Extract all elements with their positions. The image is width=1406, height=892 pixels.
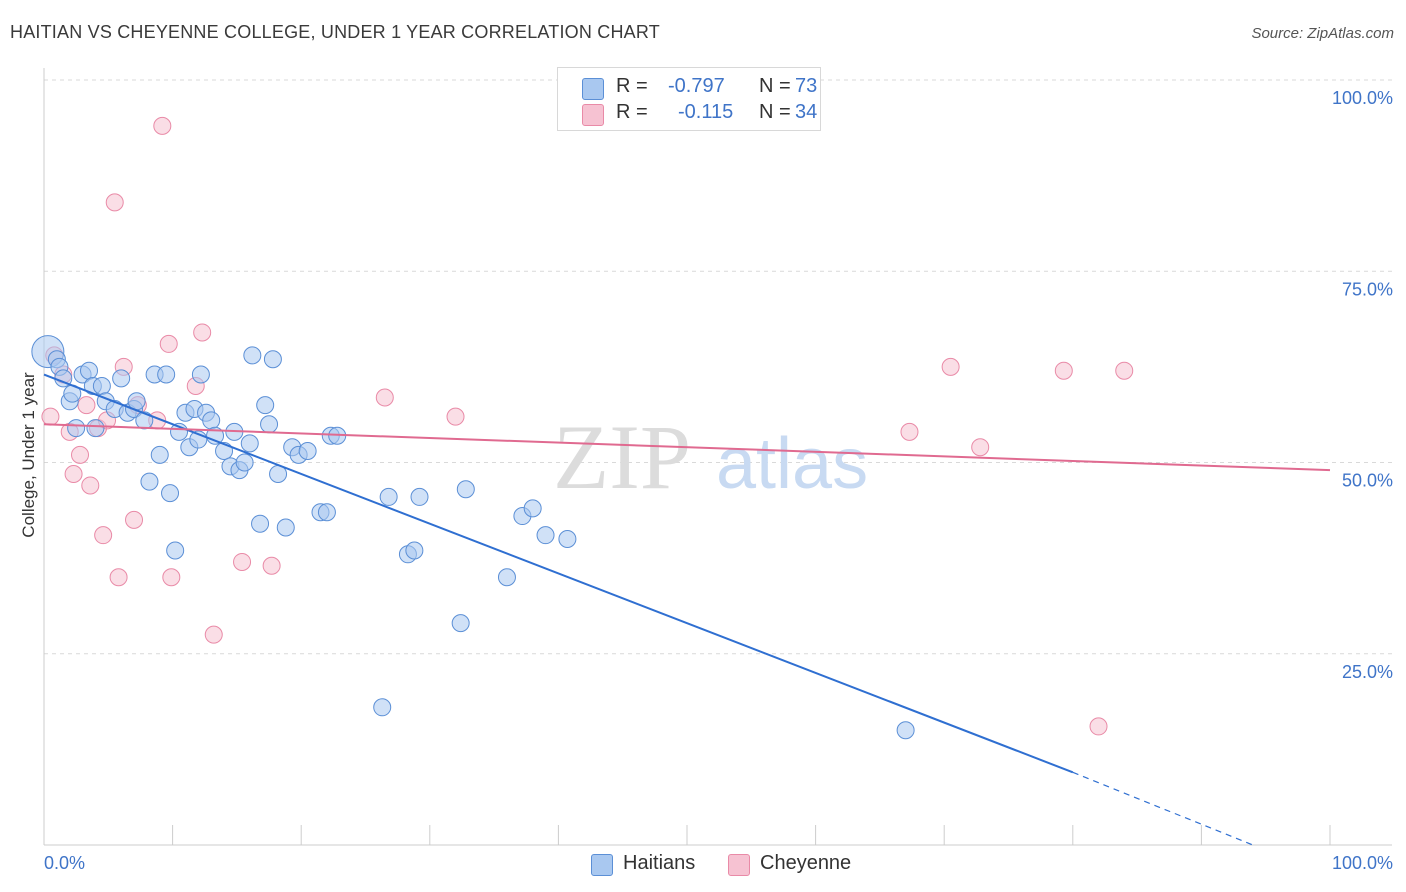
haitians-point <box>80 361 99 380</box>
haitians-point <box>140 472 159 491</box>
cheyenne-point <box>81 476 100 495</box>
x-tick-label: 100.0% <box>1332 853 1393 873</box>
cheyenne-point <box>1054 361 1073 380</box>
cheyenne-point <box>446 407 465 426</box>
cheyenne-point <box>941 357 960 376</box>
haitians-point <box>243 346 262 365</box>
legend-n-value: 73 <box>795 75 818 97</box>
legend-r-value: -0.115 <box>678 101 734 123</box>
y-tick-label: 75.0% <box>1342 279 1393 299</box>
legend-r-value: -0.797 <box>668 75 725 97</box>
haitians-point <box>161 484 180 503</box>
x-tick-label: 0.0% <box>44 853 85 873</box>
cheyenne-trend-line <box>43 423 1331 472</box>
correlation-legend: R = -0.797 N = 73 R = -0.115 N = 34 <box>557 67 821 131</box>
haitians-point <box>317 503 336 522</box>
haitians-points <box>31 335 915 740</box>
haitians-point <box>256 396 275 415</box>
cheyenne-swatch <box>728 854 750 876</box>
haitians-point <box>202 411 221 430</box>
legend-r-label: R = <box>616 75 648 97</box>
cheyenne-point <box>204 625 223 644</box>
haitians-point <box>235 453 254 472</box>
cheyenne-point <box>233 552 252 571</box>
trend-lines <box>43 373 1331 846</box>
source-label: Source: ZipAtlas.com <box>1251 25 1394 42</box>
cheyenne-point <box>105 193 124 212</box>
haitians-point <box>456 480 475 499</box>
haitians-point <box>523 499 542 518</box>
cheyenne-point <box>900 422 919 441</box>
haitians-point <box>276 518 295 537</box>
legend-r-label: R = <box>616 101 648 123</box>
legend-n-label: N = <box>759 101 791 123</box>
cheyenne-point <box>41 407 60 426</box>
haitians-point <box>410 487 429 506</box>
haitians-trend-line <box>43 373 1074 774</box>
haitians-point <box>451 614 470 633</box>
haitians-point <box>536 526 555 545</box>
watermark: ZIP atlas <box>553 406 868 508</box>
cheyenne-point <box>109 568 128 587</box>
cheyenne-point <box>125 510 144 529</box>
y-axis-title: College, Under 1 year <box>19 372 38 538</box>
haitians-point <box>112 369 131 388</box>
haitians-swatch <box>591 854 613 876</box>
haitians-point <box>86 419 105 438</box>
tick-labels: 100.0% 75.0% 50.0% 25.0% 0.0% 100.0% <box>44 88 1393 873</box>
legend-label-haitians: Haitians <box>623 852 696 874</box>
cheyenne-point <box>94 526 113 545</box>
haitians-point <box>896 721 915 740</box>
y-tick-label: 25.0% <box>1342 662 1393 682</box>
haitians-point <box>67 419 86 438</box>
haitians-point <box>135 411 154 430</box>
cheyenne-point <box>162 568 181 587</box>
haitians-point <box>373 698 392 717</box>
haitians-point <box>157 365 176 384</box>
cheyenne-point <box>153 116 172 135</box>
cheyenne-point <box>971 438 990 457</box>
haitians-point <box>251 514 270 533</box>
haitians-point <box>263 350 282 369</box>
watermark-zip: ZIP <box>553 406 691 508</box>
haitians-point <box>260 415 279 434</box>
cheyenne-point <box>262 556 281 575</box>
haitians-point <box>166 541 185 560</box>
y-tick-label: 50.0% <box>1342 471 1393 491</box>
cheyenne-swatch <box>582 104 604 126</box>
haitians-swatch <box>582 78 604 100</box>
cheyenne-point <box>77 396 96 415</box>
haitians-point <box>92 377 111 395</box>
cheyenne-point <box>1089 717 1108 736</box>
haitians-point <box>191 365 210 384</box>
legend-n-label: N = <box>759 75 791 97</box>
cheyenne-point <box>1115 361 1134 380</box>
cheyenne-point <box>71 445 90 464</box>
haitians-point <box>379 487 398 506</box>
legend-label-cheyenne: Cheyenne <box>760 852 852 874</box>
chart-title: HAITIAN VS CHEYENNE COLLEGE, UNDER 1 YEA… <box>10 22 660 42</box>
haitians-point <box>497 568 516 587</box>
haitians-point <box>240 434 259 453</box>
cheyenne-point <box>193 323 212 342</box>
haitians-point <box>405 541 424 560</box>
legend-n-value: 34 <box>795 101 818 123</box>
y-tick-label: 100.0% <box>1332 88 1393 108</box>
haitians-trend-extension <box>1072 771 1254 846</box>
cheyenne-point <box>375 388 394 407</box>
cheyenne-point <box>64 464 83 483</box>
series-legend: Haitians Cheyenne <box>0 852 1406 878</box>
axes <box>43 68 1392 846</box>
haitians-point <box>150 445 169 464</box>
haitians-point <box>298 442 317 461</box>
watermark-atlas: atlas <box>716 424 868 504</box>
cheyenne-point <box>159 334 178 353</box>
haitians-point <box>558 530 577 548</box>
